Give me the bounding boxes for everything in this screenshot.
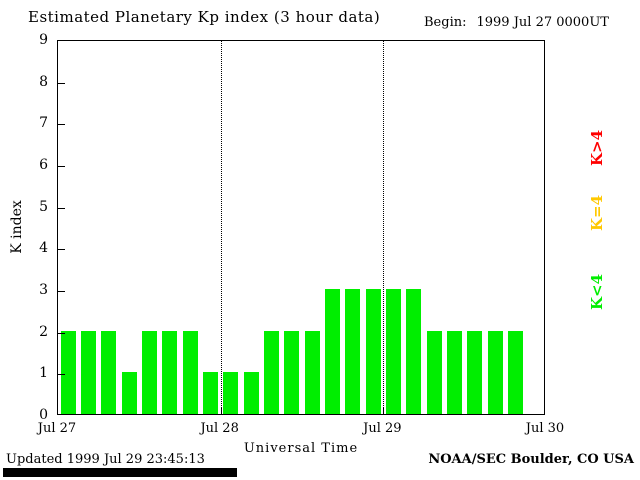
y-tick-mark	[58, 249, 65, 251]
kp-bar	[142, 330, 157, 414]
y-tick-mark	[58, 291, 65, 292]
kp-bar	[426, 330, 442, 414]
x-tick-mark	[220, 407, 222, 414]
y-tick-label: 3	[39, 282, 48, 298]
updated-timestamp: Updated 1999 Jul 29 23:45:13	[6, 452, 205, 467]
kp-bar	[101, 330, 117, 414]
kp-bar	[121, 372, 137, 414]
y-tick-mark	[58, 82, 65, 84]
y-tick-mark	[58, 374, 65, 376]
y-tick-label: 8	[39, 73, 48, 90]
kp-bar	[264, 330, 279, 414]
y-tick-mark	[58, 332, 65, 334]
begin-value: 1999 Jul 27 0000UT	[476, 15, 609, 30]
kp-bar	[487, 330, 503, 414]
kp-bar	[345, 289, 361, 414]
x-day-label: Jul 30	[525, 421, 565, 436]
kp-bar	[467, 330, 483, 414]
footer-underline-bar	[3, 468, 237, 477]
kp-bar	[508, 330, 523, 414]
kp-bar	[243, 372, 259, 414]
x-tick-mark	[383, 407, 385, 414]
kp-bar	[447, 330, 462, 414]
x-day-label: Jul 27	[37, 421, 77, 436]
chart-title: Estimated Planetary Kp index (3 hour dat…	[28, 8, 381, 26]
day-boundary-gridline	[220, 41, 222, 414]
y-tick-mark	[58, 166, 65, 167]
x-day-label: Jul 28	[200, 421, 239, 436]
kp-bar	[284, 330, 300, 414]
y-tick-label: 1	[39, 365, 48, 382]
credit-text: NOAA/SEC Boulder, CO USA	[428, 452, 634, 467]
y-tick-label: 0	[39, 407, 48, 423]
legend-item-k-eq-4: K=4	[588, 194, 606, 232]
legend-item-k-lt-4: K<4	[588, 273, 606, 311]
kp-bar	[223, 372, 239, 414]
y-tick-label: 6	[39, 157, 48, 173]
kp-bar	[325, 289, 340, 414]
plot-area	[57, 40, 545, 415]
kp-bar	[406, 289, 422, 414]
kp-bar	[60, 330, 76, 414]
y-tick-label: 9	[39, 32, 48, 48]
y-tick-label: 7	[39, 115, 48, 132]
y-tick-label: 4	[39, 240, 48, 257]
kp-bar	[162, 330, 178, 414]
kp-bar	[365, 289, 381, 414]
y-tick-label: 2	[39, 323, 48, 340]
kp-bar	[386, 289, 401, 414]
kp-bar	[81, 330, 96, 414]
begin-label: Begin:	[424, 15, 467, 30]
day-boundary-gridline	[383, 41, 385, 414]
x-axis-title: Universal Time	[243, 441, 359, 456]
y-tick-mark	[58, 207, 65, 209]
y-axis-title: K index	[9, 200, 25, 254]
begin-timestamp: Begin: 1999 Jul 27 0000UT	[424, 15, 609, 30]
kp-bar	[182, 330, 198, 414]
y-tick-mark	[58, 124, 65, 126]
kp-bar	[203, 372, 218, 414]
x-day-label: Jul 29	[363, 421, 402, 436]
kp-bar	[304, 330, 320, 414]
y-tick-label: 5	[39, 198, 48, 215]
